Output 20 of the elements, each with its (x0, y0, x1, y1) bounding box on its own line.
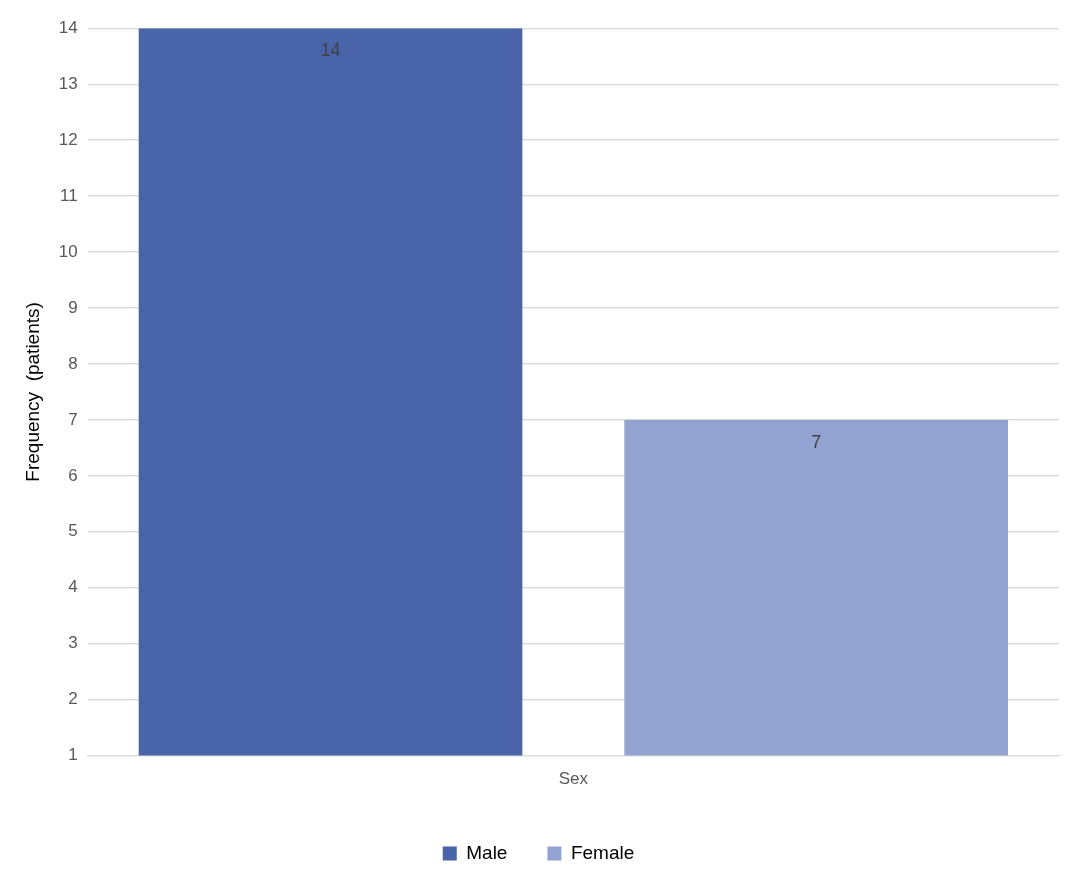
y-tick-label: 7 (68, 409, 78, 429)
y-tick-label: 1 (68, 745, 78, 765)
y-tick-label: 12 (58, 129, 78, 149)
y-tick-label: 8 (68, 353, 78, 373)
y-tick-label: 11 (60, 185, 78, 205)
y-tick-label: 14 (58, 17, 78, 37)
y-tick-label: 6 (68, 465, 78, 485)
data-label: 7 (811, 431, 822, 452)
legend-label: Male (466, 841, 508, 863)
x-tick-label: Sex (558, 769, 589, 789)
y-tick-label: 10 (58, 241, 78, 261)
y-tick-label: 13 (58, 73, 78, 93)
y-tick-label: 5 (68, 521, 78, 541)
data-label: 14 (320, 40, 341, 61)
legend-label: Female (570, 841, 635, 863)
y-tick-label: 2 (68, 689, 78, 709)
y-tick-label: 3 (68, 633, 78, 653)
y-tick-label: 9 (68, 297, 78, 317)
y-tick-label: 4 (68, 577, 78, 597)
y-axis-title: Frequency (patients) (21, 302, 43, 482)
